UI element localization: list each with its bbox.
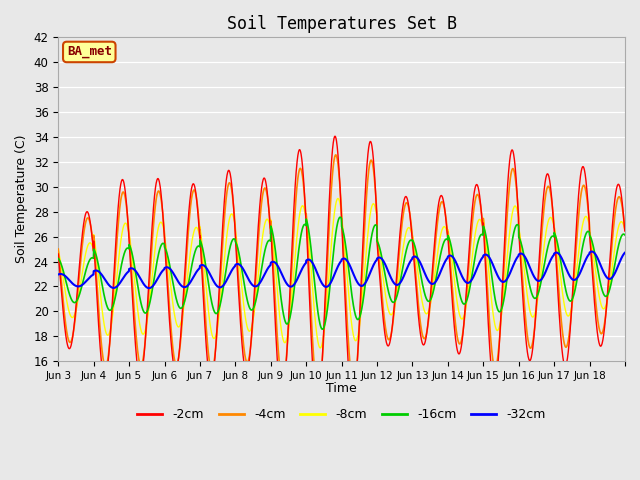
Title: Soil Temperatures Set B: Soil Temperatures Set B — [227, 15, 456, 33]
X-axis label: Time: Time — [326, 382, 357, 395]
Y-axis label: Soil Temperature (C): Soil Temperature (C) — [15, 135, 28, 264]
Text: BA_met: BA_met — [67, 46, 112, 59]
Legend: -2cm, -4cm, -8cm, -16cm, -32cm: -2cm, -4cm, -8cm, -16cm, -32cm — [132, 403, 551, 426]
